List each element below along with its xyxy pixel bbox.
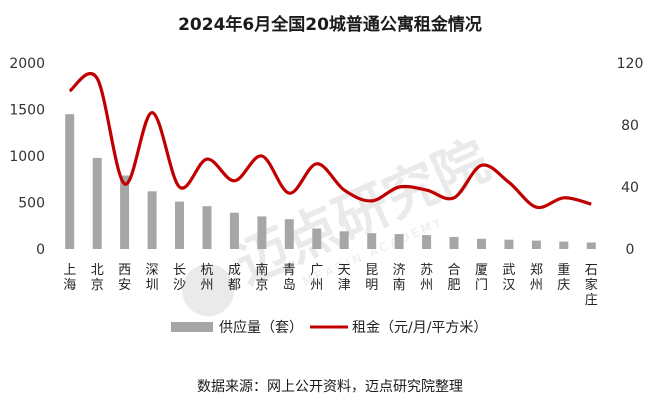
watermark: 迈点研究院 MEADIN ACADEMY: [182, 129, 498, 317]
category-label: 上海: [63, 263, 76, 293]
supply-bar: [312, 228, 322, 249]
legend-line-label: 租金（元/月/平方米）: [352, 320, 487, 336]
supply-bar: [559, 241, 569, 249]
supply-bar: [394, 234, 404, 249]
left-tick-label: 500: [18, 196, 45, 212]
supply-bar: [586, 242, 596, 249]
category-label: 成都: [228, 263, 241, 293]
supply-bar: [477, 238, 486, 249]
category-label: 广州: [310, 263, 323, 293]
supply-bar: [92, 157, 102, 249]
category-label: 杭州: [200, 263, 213, 293]
watermark-logo-icon: [182, 264, 235, 317]
left-tick-label: 1500: [9, 103, 45, 119]
category-label: 长沙: [173, 263, 186, 293]
left-tick-label: 1000: [9, 149, 45, 165]
left-axis: 0 500 1000 1500 2000: [9, 56, 45, 258]
right-axis: 0 40 80 120: [617, 56, 644, 258]
legend-bar-swatch: [171, 322, 213, 332]
supply-bar: [257, 216, 267, 249]
category-label: 石家庄: [585, 263, 598, 308]
category-label: 北京: [91, 263, 104, 293]
supply-bar: [120, 175, 130, 249]
legend: 供应量（套） 租金（元/月/平方米）: [171, 319, 487, 336]
supply-bar: [65, 114, 75, 249]
left-tick-label: 0: [36, 242, 45, 258]
category-label: 武汉: [502, 263, 515, 293]
chart-title: 2024年6月全国20城普通公寓租金情况: [178, 15, 482, 35]
supply-bar: [449, 236, 459, 249]
category-label: 昆明: [365, 263, 378, 293]
category-label: 青岛: [283, 263, 296, 293]
bar-series: [65, 114, 596, 249]
supply-bar: [202, 206, 212, 249]
supply-bar: [367, 233, 377, 249]
category-axis: 上海北京西安深圳长沙杭州成都南京青岛广州天津昆明济南苏州合肥厦门武汉郑州重庆石家…: [63, 262, 598, 308]
category-label: 合肥: [447, 263, 460, 293]
category-label: 深圳: [146, 263, 159, 293]
category-label: 南京: [255, 262, 268, 293]
category-label: 苏州: [420, 262, 433, 293]
category-label: 郑州: [530, 263, 543, 293]
supply-bar: [284, 219, 294, 249]
supply-bar: [422, 235, 432, 249]
source-note: 数据来源：网上公开资料，迈点研究院整理: [197, 379, 463, 395]
legend-bar-label: 供应量（套）: [219, 319, 303, 336]
rent-line: [68, 72, 592, 210]
right-tick-label: 40: [621, 180, 639, 196]
supply-bar: [175, 201, 184, 249]
category-label: 厦门: [475, 263, 488, 293]
category-label: 天津: [338, 263, 351, 293]
right-tick-label: 120: [617, 56, 644, 72]
left-tick-label: 2000: [9, 56, 45, 72]
category-label: 西安: [118, 263, 131, 293]
supply-bar: [531, 240, 541, 249]
category-label: 济南: [393, 263, 406, 293]
category-label: 重庆: [557, 262, 570, 293]
right-tick-label: 80: [621, 118, 639, 134]
supply-bar: [339, 231, 349, 249]
right-tick-label: 0: [626, 242, 635, 258]
supply-bar: [504, 239, 514, 249]
supply-bar: [229, 212, 239, 249]
supply-bar: [147, 191, 157, 249]
